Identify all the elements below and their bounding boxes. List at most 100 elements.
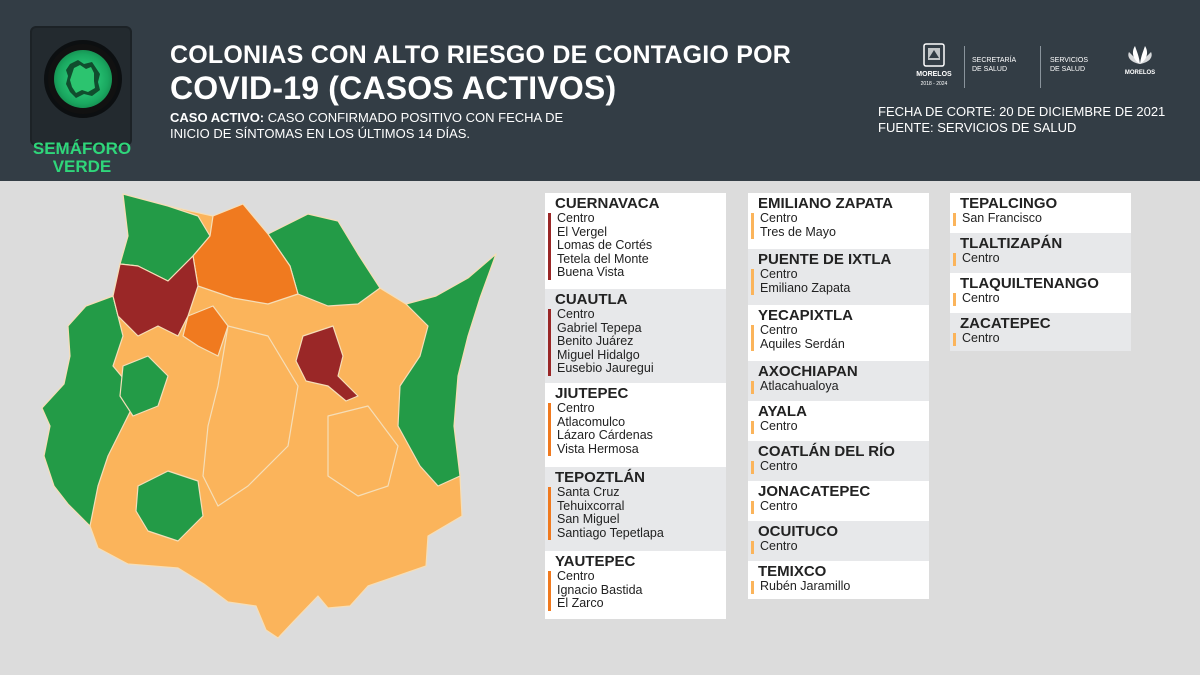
colonia-item: Eusebio Jauregui (557, 361, 654, 376)
colonia-item: Tehuixcorral (557, 498, 625, 513)
source-text: FUENTE: SERVICIOS DE SALUD (878, 120, 1077, 135)
colonia-item: Lomas de Cortés (557, 238, 653, 253)
colonia-item: Ignacio Bastida (557, 582, 643, 597)
colonia-item: Centro (760, 419, 798, 433)
risk-bar (548, 403, 551, 457)
map-region-green-west-inner (119, 355, 169, 417)
municipality-name: TEPOZTLÁN (555, 469, 645, 486)
colonia-item: Tetela del Monte (557, 251, 649, 266)
column-3: TEPALCINGO San Francisco TLALTIZAPÁN Cen… (950, 193, 1131, 351)
municipality-card-coatlan-del-rio: COATLÁN DEL RÍO Centro (748, 441, 929, 481)
colonia-item: El Vergel (557, 224, 608, 239)
risk-bar (751, 581, 754, 594)
risk-bar (751, 213, 754, 240)
colonia-item: Centro (760, 267, 798, 281)
colonia-item: Centro (962, 251, 1000, 265)
municipality-name: TEPALCINGO (960, 195, 1058, 212)
risk-bar (751, 325, 754, 352)
colonia-item: Rubén Jaramillo (760, 579, 851, 593)
municipality-name: AYALA (758, 403, 807, 420)
colonia-item: Santa Cruz (557, 485, 620, 499)
colonia-item: Atlacahualoya (760, 379, 839, 393)
morelos-seal-logo: MORELOS 2018 - 2024 (912, 42, 956, 92)
risk-bar (548, 309, 551, 376)
municipality-card-tlaltizapan: TLALTIZAPÁN Centro (950, 233, 1131, 273)
column-2: EMILIANO ZAPATA Centro Tres de Mayo PUEN… (748, 193, 929, 599)
municipality-card-puente-de-ixtla: PUENTE DE IXTLA Centro Emiliano Zapata (748, 249, 929, 305)
colonia-item: Emiliano Zapata (760, 280, 851, 295)
municipality-card-temixco: TEMIXCO Rubén Jaramillo (748, 561, 929, 599)
morelos-flower-logo: MORELOS (1112, 42, 1168, 92)
municipality-name: JIUTEPEC (555, 385, 629, 402)
colonia-item: Atlacomulco (557, 414, 626, 429)
risk-bar (751, 461, 754, 474)
risk-bar (751, 381, 754, 394)
risk-bar (751, 269, 754, 296)
colonia-item: Vista Hermosa (557, 441, 639, 456)
municipality-card-tepalcingo: TEPALCINGO San Francisco (950, 193, 1131, 233)
municipality-card-cuautla: CUAUTLA Centro Gabriel Tepepa Benito Juá… (545, 289, 726, 383)
municipality-card-jonacatepec: JONACATEPEC Centro (748, 481, 929, 521)
colonia-item: San Miguel (557, 512, 620, 527)
municipality-card-emiliano-zapata: EMILIANO ZAPATA Centro Tres de Mayo (748, 193, 929, 249)
municipality-name: YECAPIXTLA (758, 307, 854, 324)
secretaria-salud-logo: SECRETARÍA DE SALUD (972, 57, 1017, 73)
risk-bar (548, 487, 551, 541)
colonia-item: San Francisco (962, 211, 1042, 225)
risk-bar (953, 333, 956, 346)
colonia-item: Buena Vista (557, 265, 625, 280)
risk-bar (953, 253, 956, 266)
municipality-name: TEMIXCO (758, 563, 827, 580)
colonia-item: Centro (557, 211, 595, 225)
page-title: COLONIAS CON ALTO RIESGO DE CONTAGIO POR… (170, 41, 791, 106)
municipality-name: EMILIANO ZAPATA (758, 195, 893, 212)
risk-bar (548, 213, 551, 280)
colonia-item: Centro (760, 499, 798, 513)
risk-bar (751, 421, 754, 434)
municipality-card-axochiapan: AXOCHIAPAN Atlacahualoya (748, 361, 929, 401)
municipality-name: CUERNAVACA (555, 195, 660, 212)
morelos-map (28, 186, 508, 656)
municipality-name: TLALTIZAPÁN (960, 235, 1063, 252)
colonia-item: Centro (760, 211, 798, 225)
colonia-item: Centro (557, 307, 595, 321)
semaforo-label: SEMÁFORO VERDE (32, 139, 132, 176)
definition-label: CASO ACTIVO: (170, 110, 265, 125)
municipality-name: JONACATEPEC (758, 483, 871, 500)
colonia-item: Centro (557, 401, 595, 415)
colonia-item: Aquiles Serdán (760, 336, 845, 351)
municipality-name: ZACATEPEC (960, 315, 1051, 332)
municipality-name: AXOCHIAPAN (758, 363, 858, 380)
map-region-red-cuernavaca (112, 255, 199, 337)
colonia-item: Centro (760, 539, 798, 553)
definition-text: CASO ACTIVO: CASO CONFIRMADO POSITIVO CO… (170, 110, 564, 141)
map-region-orange-tepoztlan (192, 203, 299, 305)
map-region-green-east (397, 253, 497, 487)
colonia-item: Centro (962, 331, 1000, 345)
colonia-item: Gabriel Tepepa (557, 320, 642, 335)
risk-bar (953, 293, 956, 306)
colonia-item: Lázaro Cárdenas (557, 428, 653, 443)
colonia-item: Tres de Mayo (760, 224, 836, 239)
municipality-card-ocuituco: OCUITUCO Centro (748, 521, 929, 561)
risk-bar (548, 571, 551, 611)
municipality-name: TLAQUILTENANGO (960, 275, 1099, 292)
risk-bar (751, 501, 754, 514)
logos-group: MORELOS 2018 - 2024 SECRETARÍA DE SALUD … (912, 42, 1168, 92)
map-region-red-cuautla (295, 325, 359, 402)
semaforo-badge: SEMÁFORO VERDE (22, 22, 142, 182)
municipality-name: COATLÁN DEL RÍO (758, 443, 895, 460)
map-region-green-west (41, 295, 139, 527)
municipality-name: PUENTE DE IXTLA (758, 251, 892, 268)
municipality-name: YAUTEPEC (555, 553, 636, 570)
cutoff-date: FECHA DE CORTE: 20 DE DICIEMBRE DE 2021 … (878, 104, 1166, 135)
traffic-light-icon (30, 26, 132, 146)
colonia-item: Centro (962, 291, 1000, 305)
colonia-item: Centro (557, 569, 595, 583)
municipality-card-jiutepec: JIUTEPEC Centro Atlacomulco Lázaro Cárde… (545, 383, 726, 467)
municipality-card-yautepec: YAUTEPEC Centro Ignacio Bastida El Zarco (545, 551, 726, 619)
colonia-item: Centro (760, 459, 798, 473)
map-region-orange-jiutepec (182, 305, 229, 357)
municipality-card-tepoztlan: TEPOZTLÁN Santa Cruz Tehuixcorral San Mi… (545, 467, 726, 551)
colonia-item: El Zarco (557, 596, 604, 611)
